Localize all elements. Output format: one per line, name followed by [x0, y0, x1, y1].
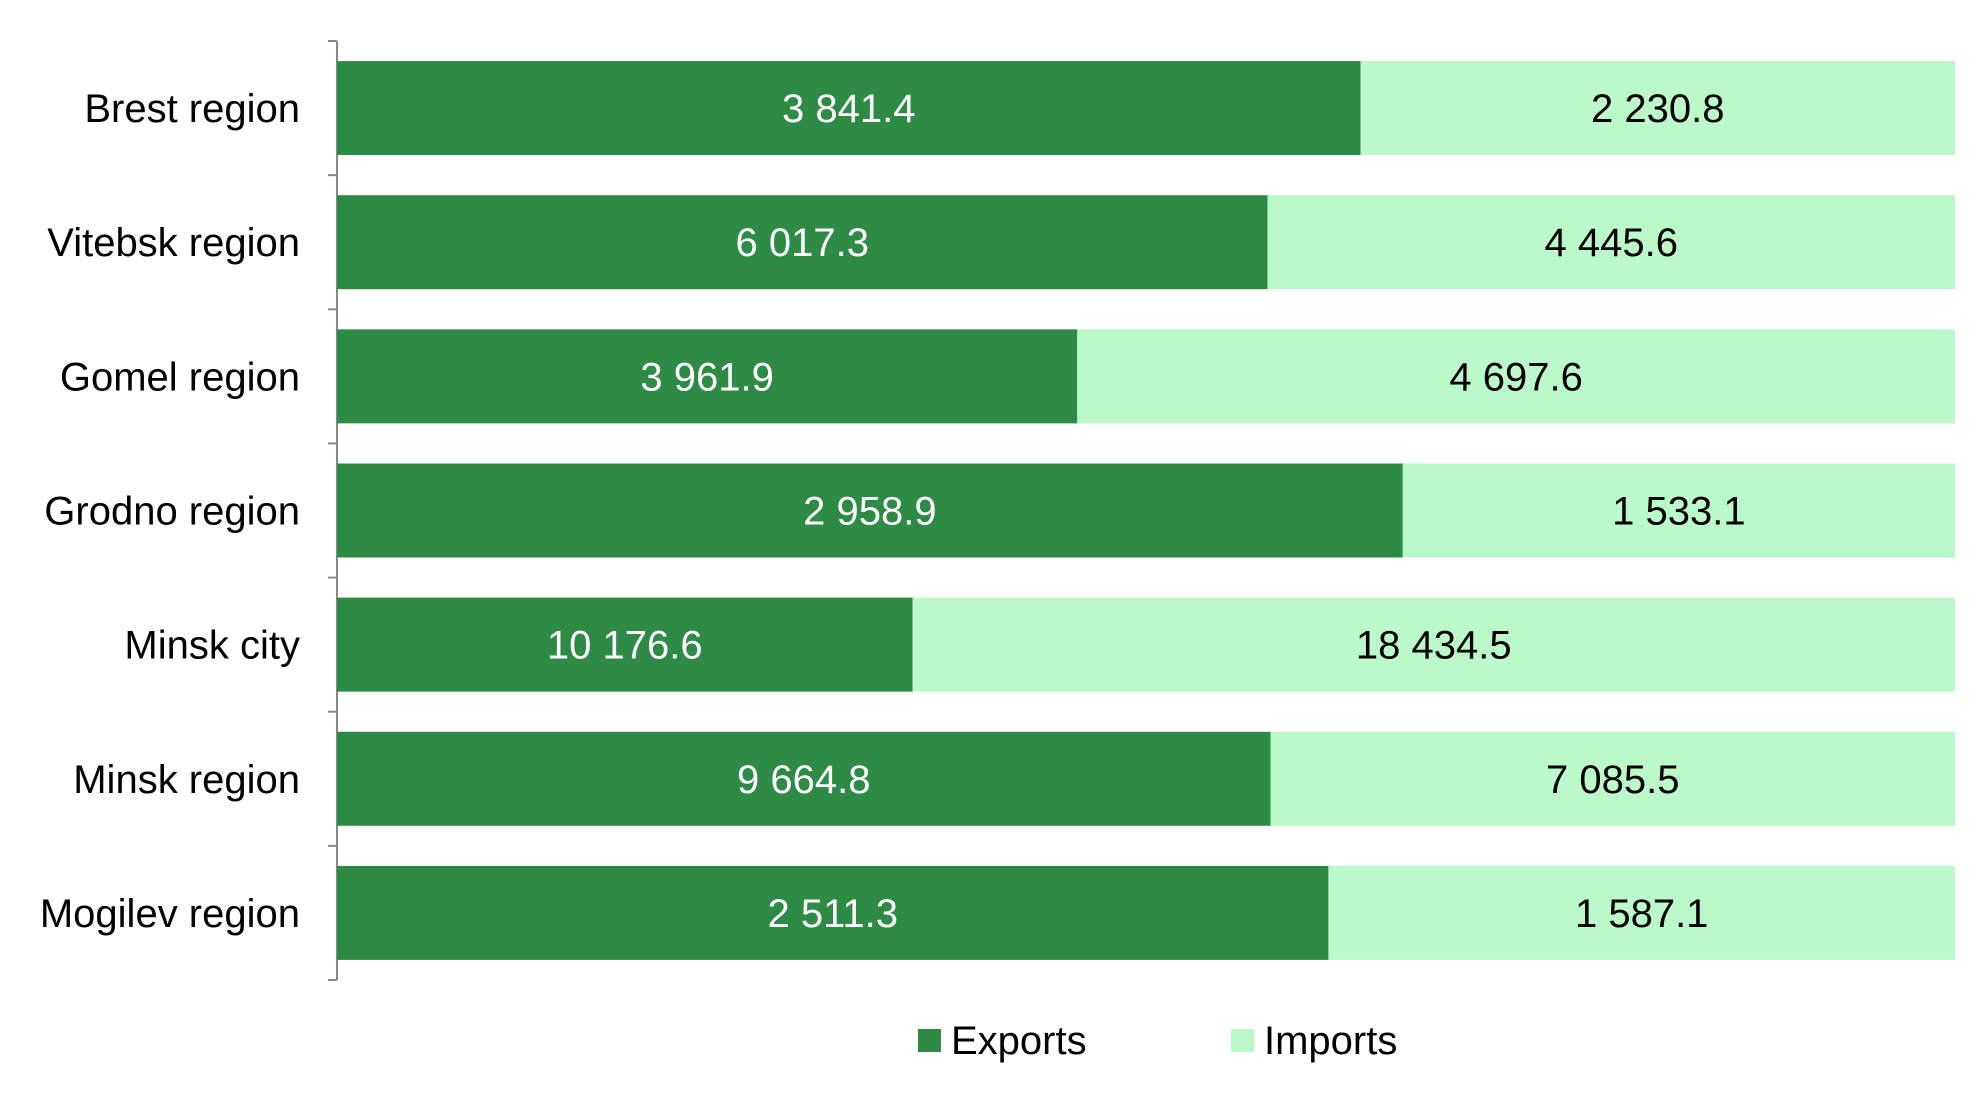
category-labels: Brest region Vitebsk region Gomel region Gr… — [40, 87, 300, 936]
data-label-imports-5: 18 434.5 — [1356, 624, 1512, 668]
bar-imports-3 — [1077, 329, 1955, 424]
data-label-imports-2: 4 445.6 — [1545, 221, 1678, 265]
data-label-imports-1: 2 230.8 — [1591, 87, 1724, 131]
category-label-1: Brest region — [84, 87, 300, 131]
legend-label-imports: Imports — [1264, 1019, 1397, 1063]
legend: Exports Imports — [918, 1019, 1397, 1063]
data-label-exports-1: 3 841.4 — [782, 87, 915, 131]
bar-exports-5 — [337, 597, 913, 692]
bar-exports-1 — [337, 61, 1361, 156]
category-label-5: Minsk city — [124, 624, 300, 668]
data-label-exports-2: 6 017.3 — [736, 221, 869, 265]
data-label-exports-3: 3 961.9 — [640, 355, 773, 399]
data-label-exports-5: 10 176.6 — [547, 624, 703, 668]
data-label-imports-7: 1 587.1 — [1575, 892, 1708, 936]
data-label-exports-4: 2 958.9 — [803, 490, 936, 534]
bar-imports-5 — [912, 597, 1956, 692]
bar-exports-7 — [337, 865, 1329, 960]
bar-imports-2 — [1267, 195, 1955, 290]
bar-imports-1 — [1360, 61, 1955, 156]
bar-exports-3 — [337, 329, 1078, 424]
bars: 3 841.4 2 230.8 6 017.3 4 445.6 3 961.9 4 697… — [337, 61, 1956, 960]
category-label-3: Gomel region — [60, 355, 300, 399]
category-label-2: Vitebsk region — [47, 221, 300, 265]
data-label-imports-6: 7 085.5 — [1546, 758, 1679, 802]
bar-exports-6 — [337, 731, 1271, 826]
data-label-imports-3: 4 697.6 — [1449, 355, 1582, 399]
category-label-7: Mogilev region — [40, 892, 300, 936]
category-axis — [328, 40, 338, 981]
bar-imports-6 — [1270, 731, 1955, 826]
legend-swatch-exports — [918, 1029, 941, 1052]
data-label-imports-4: 1 533.1 — [1612, 490, 1745, 534]
category-label-4: Grodno region — [44, 490, 300, 534]
legend-swatch-imports — [1231, 1029, 1254, 1052]
data-label-exports-6: 9 664.8 — [737, 758, 870, 802]
category-label-6: Minsk region — [73, 758, 300, 802]
legend-label-exports: Exports — [951, 1019, 1087, 1063]
bar-imports-4 — [1402, 463, 1955, 558]
bar-exports-2 — [337, 195, 1268, 290]
bar-imports-7 — [1328, 865, 1955, 960]
data-label-exports-7: 2 511.3 — [767, 892, 898, 936]
bar-exports-4 — [337, 463, 1403, 558]
